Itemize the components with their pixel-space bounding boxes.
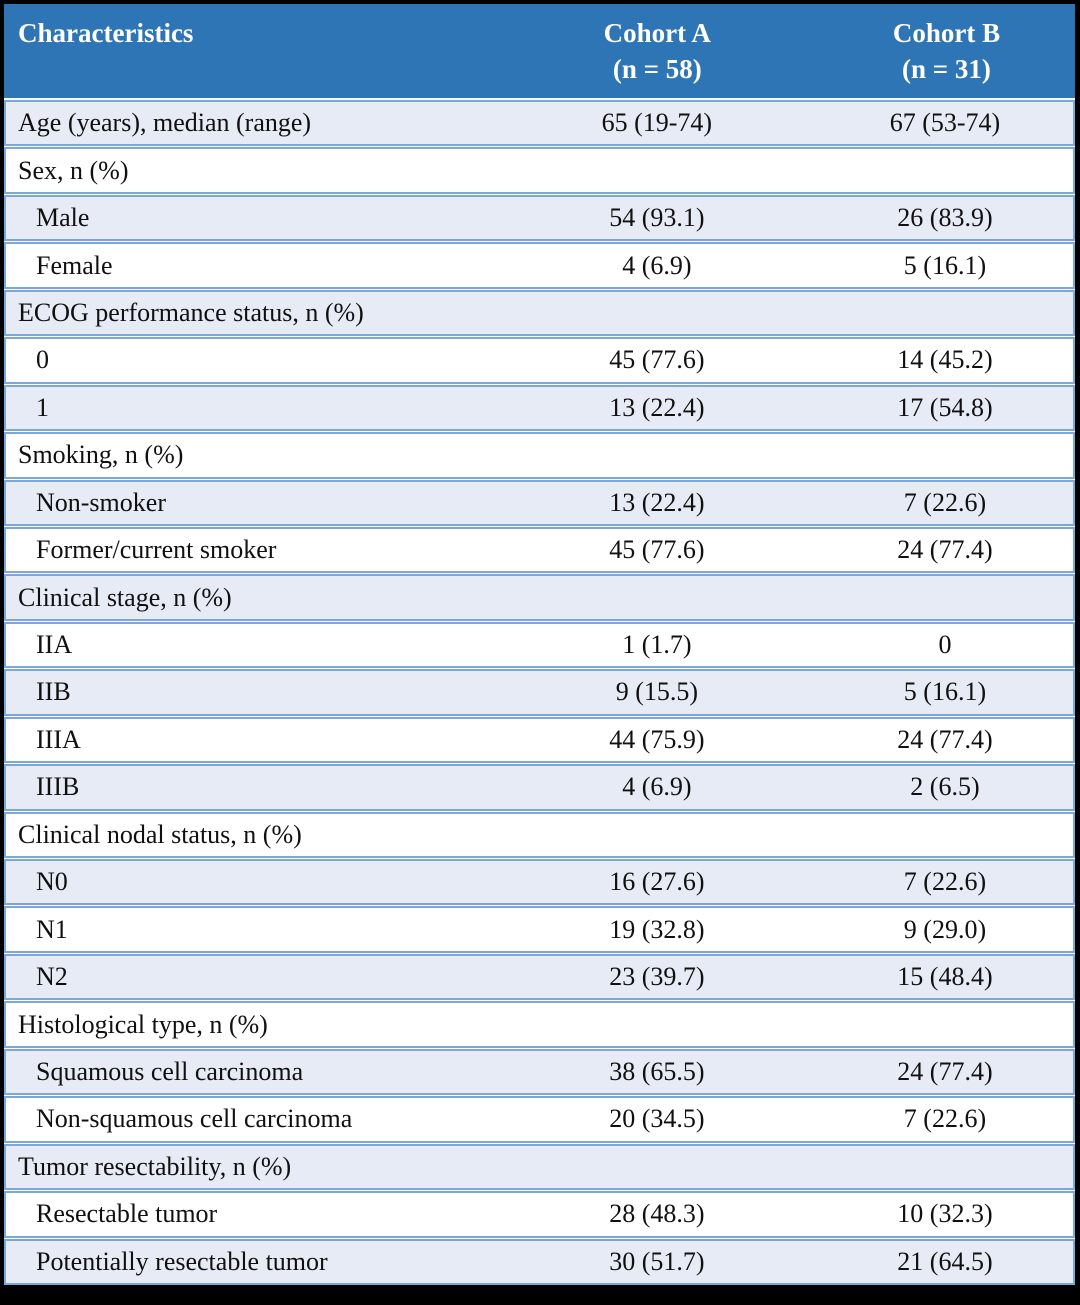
table-row: Non-squamous cell carcinoma 20 (34.5) 7 (2… (4, 1096, 1075, 1143)
cohort-a-value: 45 (77.6) (609, 345, 705, 375)
row-label: N1 (36, 914, 68, 944)
cohort-a-value: 13 (22.4) (609, 487, 705, 517)
table-row: Male 54 (93.1) 26 (83.9) (4, 194, 1075, 242)
cohort-a-value: 13 (22.4) (609, 392, 705, 422)
cohort-a-value: 23 (39.7) (609, 962, 705, 992)
row-label: 1 (36, 392, 49, 422)
cohort-a-value: 1 (1.7) (622, 630, 692, 660)
table-row: Age (years), median (range) 65 (19-74) 67 … (4, 100, 1075, 147)
table-row: Resectable tumor 28 (48.3) 10 (32.3) (4, 1191, 1075, 1238)
table-row: 1 13 (22.4) 17 (54.8) (4, 384, 1075, 432)
row-label: Male (36, 203, 90, 233)
cohort-b-value: 7 (22.6) (903, 487, 987, 517)
table-row: IIB 9 (15.5) 5 (16.1) (4, 669, 1075, 716)
table-row: IIIA 44 (75.9) 24 (77.4) (4, 716, 1075, 764)
cohort-b-value: 0 (938, 630, 952, 660)
row-label: Sex, n (%) (18, 155, 129, 185)
cohort-a-n-label: (n = 58) (612, 54, 702, 84)
table-row: Squamous cell carcinoma 38 (65.5) 24 (77.4… (4, 1048, 1075, 1096)
row-label: Female (36, 250, 113, 280)
cohort-a-value: 16 (27.6) (609, 867, 705, 897)
section-row: Tumor resectability, n (%) (4, 1143, 1075, 1191)
row-label: Non-smoker (36, 487, 166, 517)
cohort-b-value: 2 (6.5) (910, 772, 980, 802)
cohort-b-value: 5 (16.1) (903, 250, 987, 280)
cohort-b-value: 24 (77.4) (897, 535, 993, 565)
row-label: IIIA (36, 724, 81, 754)
cohort-a-value: 20 (34.5) (609, 1104, 705, 1134)
row-label: 0 (36, 345, 49, 375)
section-row: ECOG performance status, n (%) (4, 289, 1075, 337)
cohort-a-value: 38 (65.5) (609, 1056, 705, 1086)
column-header-cohort-b: Cohort B (n = 31) (818, 4, 1075, 98)
table-row: N1 19 (32.8) 9 (29.0) (4, 906, 1075, 953)
row-label: Non-squamous cell carcinoma (36, 1104, 353, 1134)
cohort-b-value: 67 (53-74) (889, 108, 1001, 138)
table-row: Potentially resectable tumor 30 (51.7) 21 … (4, 1238, 1075, 1285)
table-body: Age (years), median (range) 65 (19-74) 67 … (4, 100, 1075, 1285)
cohort-b-value: 5 (16.1) (903, 677, 987, 707)
row-label: Tumor resectability, n (%) (18, 1151, 292, 1181)
table-row: IIIB 4 (6.9) 2 (6.5) (4, 764, 1075, 811)
cohort-b-value: 24 (77.4) (897, 1056, 993, 1086)
table-row: N2 23 (39.7) 15 (48.4) (4, 953, 1075, 1001)
cohort-a-value: 28 (48.3) (609, 1199, 705, 1229)
table-row: IIA 1 (1.7) 0 (4, 621, 1075, 669)
cohort-a-value: 9 (15.5) (615, 677, 699, 707)
cohort-b-value: 21 (64.5) (897, 1246, 993, 1276)
cohort-b-value: 7 (22.6) (903, 867, 987, 897)
table-row: N0 16 (27.6) 7 (22.6) (4, 859, 1075, 906)
section-row: Sex, n (%) (4, 147, 1075, 194)
cohort-a-value: 45 (77.6) (609, 535, 705, 565)
row-label: Clinical nodal status, n (%) (18, 819, 302, 849)
row-label: Age (years), median (range) (18, 108, 312, 138)
cohort-a-value: 4 (6.9) (622, 250, 692, 280)
row-label: Former/current smoker (36, 535, 277, 565)
cohort-a-value: 44 (75.9) (609, 724, 705, 754)
row-label: Resectable tumor (36, 1199, 218, 1229)
cohort-b-value: 26 (83.9) (897, 203, 993, 233)
section-row: Histological type, n (%) (4, 1001, 1075, 1048)
row-label: IIB (36, 677, 71, 707)
section-row: Smoking, n (%) (4, 432, 1075, 479)
row-label: ECOG performance status, n (%) (18, 297, 364, 327)
row-label: N2 (36, 962, 68, 992)
table-header-row: Characteristics Cohort A (n = 58) Cohort… (4, 4, 1075, 98)
row-label: IIIB (36, 772, 80, 802)
cohort-b-n-label: (n = 31) (902, 54, 991, 84)
row-label: Clinical stage, n (%) (18, 582, 232, 612)
table-row: Non-smoker 13 (22.4) 7 (22.6) (4, 479, 1075, 526)
column-header-cohort-a: Cohort A (n = 58) (497, 4, 818, 98)
table-row: 0 45 (77.6) 14 (45.2) (4, 337, 1075, 384)
table-row: Female 4 (6.9) 5 (16.1) (4, 242, 1075, 289)
cohort-b-value: 7 (22.6) (903, 1104, 987, 1134)
row-label: Smoking, n (%) (18, 440, 184, 470)
cohort-a-value: 30 (51.7) (609, 1246, 705, 1276)
section-row: Clinical stage, n (%) (4, 574, 1075, 621)
cohort-a-value: 65 (19-74) (601, 108, 713, 138)
cohort-a-value: 19 (32.8) (609, 914, 705, 944)
cohort-b-value: 17 (54.8) (897, 392, 993, 422)
cohort-b-value: 9 (29.0) (903, 914, 987, 944)
column-header-characteristics: Characteristics (18, 18, 194, 48)
table-row: Former/current smoker 45 (77.6) 24 (77.4) (4, 526, 1075, 574)
cohort-b-value: 10 (32.3) (897, 1199, 993, 1229)
section-row: Clinical nodal status, n (%) (4, 811, 1075, 858)
characteristics-table: Characteristics Cohort A (n = 58) Cohort… (4, 4, 1075, 1285)
cohort-b-value: 24 (77.4) (897, 724, 993, 754)
cohort-b-title: Cohort B (892, 18, 1001, 48)
row-label: Histological type, n (%) (18, 1009, 268, 1039)
row-label: IIA (36, 630, 73, 660)
cohort-a-value: 54 (93.1) (609, 203, 705, 233)
row-label: Squamous cell carcinoma (36, 1056, 304, 1086)
row-label: Potentially resectable tumor (36, 1246, 328, 1276)
cohort-a-title: Cohort A (603, 18, 711, 48)
row-label: N0 (36, 867, 68, 897)
cohort-b-value: 15 (48.4) (897, 962, 993, 992)
cohort-a-value: 4 (6.9) (622, 772, 692, 802)
cohort-b-value: 14 (45.2) (897, 345, 993, 375)
